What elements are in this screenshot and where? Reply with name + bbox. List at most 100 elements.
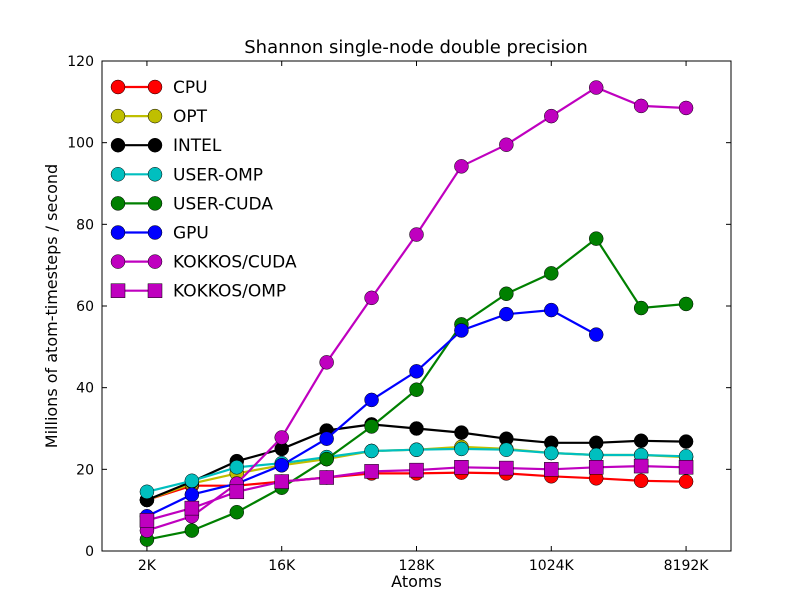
data-point — [588, 447, 604, 463]
data-point — [319, 431, 334, 446]
data-point — [454, 425, 469, 440]
y-axis-label: Millions of atom-timesteps / second — [42, 164, 61, 448]
legend-marker — [110, 254, 126, 269]
legend-marker — [110, 79, 126, 95]
data-point — [454, 323, 469, 338]
data-point — [139, 513, 155, 528]
legend-marker — [110, 225, 126, 240]
x-tick-label: 1024K — [529, 558, 575, 574]
legend-marker — [110, 196, 126, 211]
data-point — [633, 433, 649, 448]
data-point — [184, 523, 200, 538]
legend: CPU OPT INTEL USER-OMP USER-CUDA GPU KOKKOS/CU… — [110, 78, 297, 302]
data-point — [454, 159, 469, 174]
data-point — [544, 302, 559, 318]
data-point — [409, 382, 424, 397]
data-point — [633, 98, 649, 114]
data-point — [454, 441, 469, 457]
data-point — [274, 458, 289, 473]
legend-marker — [147, 225, 163, 240]
data-point — [409, 364, 424, 379]
legend-item: USER-OMP — [110, 165, 263, 185]
data-point — [364, 419, 379, 434]
legend-marker — [147, 254, 163, 269]
y-tick-label: 120 — [67, 54, 94, 70]
legend-marker — [147, 108, 163, 124]
data-point — [364, 443, 379, 459]
legend-label: INTEL — [173, 136, 222, 156]
data-point — [454, 460, 469, 475]
data-point — [139, 484, 155, 500]
data-point — [588, 327, 604, 342]
series-kokkos-cuda — [139, 80, 694, 538]
data-point — [588, 435, 604, 451]
data-point — [274, 430, 289, 445]
legend-item: CPU — [110, 78, 208, 98]
data-point — [499, 306, 514, 322]
legend-item: KOKKOS/CUDA — [110, 253, 297, 273]
data-point — [633, 300, 649, 316]
y-tick-label: 0 — [85, 544, 94, 560]
data-point — [678, 296, 694, 312]
data-point — [499, 442, 514, 457]
data-point — [364, 392, 379, 408]
data-point — [633, 458, 649, 474]
x-tick-label: 2K — [138, 558, 157, 574]
x-axis-label: Atoms — [391, 572, 442, 591]
data-point — [409, 227, 424, 242]
data-point — [544, 445, 559, 461]
legend-label: USER-CUDA — [173, 194, 273, 214]
legend-marker — [110, 167, 126, 182]
data-point — [588, 460, 604, 475]
data-point — [409, 462, 424, 478]
legend-item: INTEL — [110, 136, 222, 156]
legend-marker — [110, 283, 126, 298]
axes: 0 20 40 60 80 100 120 2K 16K 128K 1024K 8192K — [67, 54, 731, 574]
data-point — [274, 474, 289, 489]
data-point — [678, 100, 694, 116]
series-kokkos-omp — [139, 458, 694, 528]
data-point — [319, 451, 334, 467]
y-tick-label: 60 — [76, 299, 94, 315]
legend-item: OPT — [110, 107, 208, 127]
legend-marker — [110, 137, 126, 153]
data-point — [633, 473, 649, 489]
data-point — [319, 355, 334, 370]
legend-marker — [110, 108, 126, 124]
chart-title: Shannon single-node double precision — [244, 37, 588, 58]
data-point — [588, 231, 604, 246]
data-point — [544, 462, 559, 477]
plot-area — [139, 80, 694, 547]
data-point — [364, 290, 379, 306]
data-point — [319, 470, 334, 485]
legend-marker — [147, 167, 163, 182]
data-point — [678, 434, 694, 449]
legend-item: USER-CUDA — [110, 194, 273, 214]
series-gpu — [139, 302, 604, 524]
legend-item: KOKKOS/OMP — [110, 282, 286, 302]
x-tick-label: 16K — [268, 558, 296, 574]
legend-item: GPU — [110, 224, 209, 244]
y-tick-label: 20 — [76, 462, 94, 478]
data-point — [499, 460, 514, 476]
data-point — [364, 464, 379, 479]
legend-label: GPU — [173, 224, 209, 244]
legend-marker — [147, 79, 163, 95]
legend-label: KOKKOS/CUDA — [173, 253, 297, 273]
x-tick-label: 128K — [399, 558, 436, 574]
legend-label: OPT — [173, 107, 208, 127]
x-tick-label: 8192K — [664, 558, 710, 574]
y-tick-label: 80 — [76, 217, 94, 233]
legend-label: KOKKOS/OMP — [173, 282, 286, 302]
data-point — [499, 286, 514, 301]
y-tick-label: 40 — [76, 381, 94, 397]
legend-marker — [147, 283, 163, 298]
data-point — [544, 108, 559, 124]
legend-marker — [147, 196, 163, 211]
data-point — [184, 473, 200, 489]
data-point — [409, 442, 424, 457]
data-point — [544, 266, 559, 281]
data-point — [499, 137, 514, 152]
